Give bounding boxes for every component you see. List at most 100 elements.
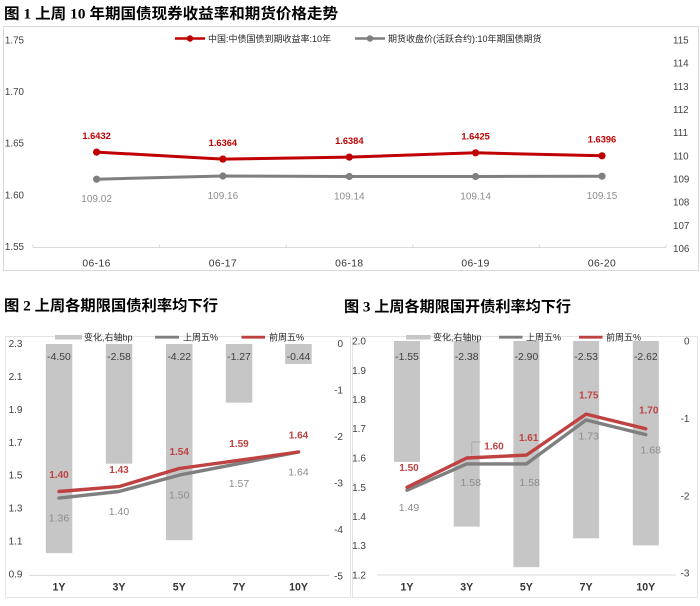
svg-text:1.3: 1.3 <box>9 504 23 515</box>
svg-text:5Y: 5Y <box>520 582 533 594</box>
svg-text:109.15: 109.15 <box>587 191 618 202</box>
svg-text:1.64: 1.64 <box>288 466 309 478</box>
svg-text:1.2: 1.2 <box>352 571 366 582</box>
svg-text:1.65: 1.65 <box>5 139 25 150</box>
svg-text:1.7: 1.7 <box>9 438 23 449</box>
svg-text:06-16: 06-16 <box>82 259 110 270</box>
svg-text:1Y: 1Y <box>401 582 414 594</box>
svg-text:3Y: 3Y <box>460 582 473 594</box>
svg-text:1.61: 1.61 <box>519 433 539 444</box>
svg-text:1.60: 1.60 <box>484 442 504 453</box>
svg-text:上周五%: 上周五% <box>183 332 218 342</box>
svg-text:1.3: 1.3 <box>352 541 366 552</box>
svg-text:06-17: 06-17 <box>209 259 237 270</box>
svg-text:上周五%: 上周五% <box>526 332 561 342</box>
svg-text:-3: -3 <box>681 569 690 580</box>
svg-text:1.43: 1.43 <box>109 465 129 476</box>
svg-text:前周五%: 前周五% <box>269 331 304 342</box>
svg-text:1.5: 1.5 <box>9 471 23 482</box>
svg-text:2.1: 2.1 <box>9 372 23 383</box>
svg-text:1.58: 1.58 <box>460 477 481 489</box>
svg-text:1.8: 1.8 <box>352 395 366 406</box>
svg-text:1.36: 1.36 <box>49 512 70 524</box>
svg-text:1.60: 1.60 <box>5 190 25 201</box>
svg-text:5Y: 5Y <box>173 582 186 594</box>
svg-text:1.6425: 1.6425 <box>461 132 489 142</box>
svg-text:06-19: 06-19 <box>461 259 489 270</box>
svg-text:109.14: 109.14 <box>334 192 365 203</box>
svg-text:-2.53: -2.53 <box>574 352 598 363</box>
svg-text:1.49: 1.49 <box>399 502 420 514</box>
svg-text:-4.22: -4.22 <box>167 352 191 363</box>
svg-text:-3: -3 <box>334 479 343 490</box>
svg-text:1.55: 1.55 <box>5 242 25 253</box>
svg-text:1.6432: 1.6432 <box>82 131 110 141</box>
svg-text:1.1: 1.1 <box>9 537 23 548</box>
svg-text:1.57: 1.57 <box>229 478 250 490</box>
svg-text:1.40: 1.40 <box>49 470 69 481</box>
svg-text:2.0: 2.0 <box>352 337 366 348</box>
svg-text:1.40: 1.40 <box>109 506 130 518</box>
svg-text:06-20: 06-20 <box>588 259 616 270</box>
svg-text:1.75: 1.75 <box>579 391 599 402</box>
svg-text:-0.44: -0.44 <box>287 352 311 363</box>
svg-text:7Y: 7Y <box>580 582 593 594</box>
svg-text:1.75: 1.75 <box>5 36 25 47</box>
svg-text:107: 107 <box>673 221 689 232</box>
svg-text:113: 113 <box>673 82 689 93</box>
svg-text:7Y: 7Y <box>233 582 246 594</box>
svg-text:-2: -2 <box>681 491 690 502</box>
svg-text:110: 110 <box>673 151 689 162</box>
svg-text:0: 0 <box>337 339 343 350</box>
svg-text:1.9: 1.9 <box>9 405 23 416</box>
svg-text:1.50: 1.50 <box>169 489 190 501</box>
svg-text:1.6: 1.6 <box>352 454 366 465</box>
svg-text:图 2 上周各期限国债利率均下行: 图 2 上周各期限国债利率均下行 <box>4 297 218 315</box>
svg-text:1.9: 1.9 <box>352 366 366 377</box>
svg-text:1.6396: 1.6396 <box>588 135 616 145</box>
svg-text:109.02: 109.02 <box>81 194 112 205</box>
svg-text:1Y: 1Y <box>53 582 66 594</box>
svg-text:1.54: 1.54 <box>169 447 189 458</box>
svg-text:-4.50: -4.50 <box>47 352 71 363</box>
svg-text:1.5: 1.5 <box>352 483 366 494</box>
svg-text:-1: -1 <box>334 386 343 397</box>
svg-text:109: 109 <box>673 175 689 186</box>
svg-text:-2.58: -2.58 <box>107 352 131 363</box>
svg-text:10Y: 10Y <box>636 582 655 594</box>
svg-text:1.70: 1.70 <box>639 406 659 417</box>
svg-text:-1.55: -1.55 <box>395 352 419 363</box>
svg-text:1.6384: 1.6384 <box>335 136 364 146</box>
svg-text:10Y: 10Y <box>289 582 308 594</box>
svg-text:变化,右轴bp: 变化,右轴bp <box>84 331 133 342</box>
svg-text:1.6364: 1.6364 <box>209 138 238 148</box>
svg-text:109.16: 109.16 <box>208 191 239 202</box>
svg-text:108: 108 <box>673 198 690 209</box>
svg-text:期货收盘价(活跃合约):10年期国债期货: 期货收盘价(活跃合约):10年期国债期货 <box>388 33 542 44</box>
svg-text:1.7: 1.7 <box>352 424 366 435</box>
svg-text:1.58: 1.58 <box>519 477 540 489</box>
svg-text:3Y: 3Y <box>113 582 126 594</box>
svg-text:1.68: 1.68 <box>640 445 661 457</box>
svg-text:06-18: 06-18 <box>335 259 363 270</box>
svg-text:0: 0 <box>684 337 690 348</box>
svg-text:-2.90: -2.90 <box>515 352 539 363</box>
svg-text:1.73: 1.73 <box>578 431 599 443</box>
svg-text:1.50: 1.50 <box>399 463 419 474</box>
svg-text:1.64: 1.64 <box>289 431 309 442</box>
svg-text:112: 112 <box>673 105 689 116</box>
svg-text:-2.38: -2.38 <box>455 352 479 363</box>
svg-text:-4: -4 <box>334 525 343 536</box>
svg-text:111: 111 <box>673 128 688 139</box>
svg-text:1.59: 1.59 <box>229 439 249 450</box>
svg-text:114: 114 <box>673 59 689 70</box>
svg-text:-1.27: -1.27 <box>227 352 251 363</box>
svg-text:-5: -5 <box>334 572 343 583</box>
svg-text:变化,右轴bp: 变化,右轴bp <box>433 331 482 342</box>
svg-text:109.14: 109.14 <box>460 192 491 203</box>
svg-text:-2.62: -2.62 <box>634 352 658 363</box>
svg-text:前周五%: 前周五% <box>606 331 641 342</box>
svg-text:-2: -2 <box>334 432 343 443</box>
svg-text:0.9: 0.9 <box>9 570 23 581</box>
svg-text:1.4: 1.4 <box>352 512 366 523</box>
